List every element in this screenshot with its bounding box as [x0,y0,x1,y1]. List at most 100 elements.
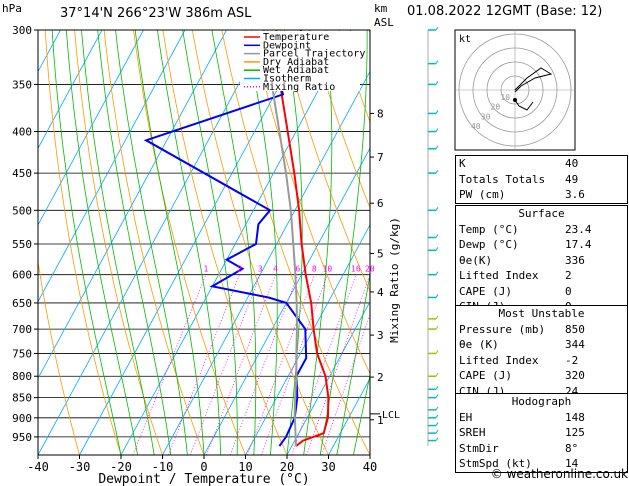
hodograph-value: 125 [565,426,585,439]
pressure-tick-label: 350 [12,78,32,91]
pressure-tick-label: 450 [12,167,32,180]
pressure-tick-label: 900 [12,412,32,425]
wind-barbs [427,26,439,447]
hodograph-label: SREH [459,426,486,439]
pressure-tick-label: 400 [12,126,32,139]
hodograph-label: StmSpd (kt) [459,457,532,470]
wet-adiabat-line [157,30,221,455]
dry-adiabat-line [309,30,370,209]
most-unstable-value: -2 [565,353,579,367]
mixing-ratio-line [168,274,240,455]
temperature-tick-label: 10 [238,460,252,474]
wet-adiabat-line [51,30,122,455]
most-unstable-label: CAPE (J) [459,369,512,382]
hodograph-value: 8° [565,441,579,455]
height-tick-label: 5 [377,247,384,260]
wet-adiabat-line [303,30,333,455]
surface-row: CAPE (J) 0 [456,284,627,300]
hodograph-row: StmDir 8° [456,441,627,457]
index-label: PW (cm) [459,188,506,201]
pressure-tick-label: 650 [12,297,32,310]
wind-barb-flag [435,81,439,85]
mixing-ratio-label: 3 [258,265,263,274]
height-tick-label: 1 [377,414,384,427]
index-label: Totals Totals [459,172,546,186]
dry-adiabat-line [191,30,329,455]
hodograph-table-box: Hodograph EH 148 SREH 125 StmDir 8° StmSpd (kt… [455,393,628,473]
surface-row: Lifted Index 2 [456,268,627,284]
wind-barb-flag [435,110,439,114]
mixing-ratio-label: 20 [365,265,375,274]
legend-entry: Dewpoint [263,40,311,51]
hpa-label: hPa [2,2,22,15]
most-unstable-label: Pressure (mb) [459,322,546,336]
hodograph-table-title: Hodograph [511,395,572,408]
index-row: K 40 [456,156,627,172]
mixing-ratio-label: 6 [296,265,301,274]
wet-adiabat-line [245,30,278,455]
pressure-tick-label: 550 [12,238,32,251]
surface-value: 17.4 [565,238,592,251]
hodograph-ring-label: 40 [471,122,481,131]
isotherm-line [286,300,370,455]
surface-row: Temp (°C) 23.4 [456,222,627,238]
legend-entry: Parcel Trajectory [263,49,365,60]
most-unstable-row: θe (K) 344 [456,337,627,353]
lcl-label: LCL [382,410,400,421]
legend-entry: Wet Adiabat [263,65,329,76]
wind-barb-flag [435,169,439,174]
wind-barb-flag [435,422,439,426]
credit-text: © weatheronline.co.uk [490,467,628,481]
most-unstable-value: 344 [565,338,585,351]
pressure-tick-label: 850 [12,392,32,405]
x-axis-label: Dewpoint / Temperature (°C) [98,472,309,486]
isotherm-line [38,30,103,150]
dry-adiabat-line [133,30,246,455]
hodograph-row: StmSpd (kt) 14 [456,456,627,472]
hodograph-ring-label: 20 [491,103,501,112]
wind-barb-flag [435,429,439,434]
height-tick-label: 7 [377,151,384,164]
hodograph-value: 14 [565,457,579,470]
wind-barb-flag [435,350,439,354]
most-unstable-row: Pressure (mb) 850 [456,322,627,338]
wind-barb-flag [435,414,439,419]
pressure-tick-label: 800 [12,370,32,383]
km-label: km [374,2,388,15]
index-row: PW (cm) 3.6 [456,187,627,203]
index-value: 49 [565,172,579,186]
wind-barb-flag [435,271,439,275]
wind-barb-flag [435,247,439,251]
wind-barb-flag [435,406,439,411]
asl-label: ASL [374,16,394,29]
height-tick-label: 8 [377,107,384,120]
legend-entry: Dry Adiabat [263,57,329,68]
surface-value: 23.4 [565,222,592,236]
wet-adiabat-line [115,30,188,455]
background-lines [38,30,370,455]
hodograph-value: 148 [565,410,585,424]
mixing-ratio-label: 2 [237,265,242,274]
wet-adiabat-line [336,272,370,455]
surface-value: 336 [565,253,585,267]
hodograph-storm-trace [514,99,534,111]
most-unstable-label: Lifted Index [459,353,539,367]
wet-adiabat-line [66,30,138,455]
axes: hPa kmASL30035040045050055060065070075080… [2,2,401,486]
dewpoint-profile [143,30,308,447]
legend-entry: Temperature [263,32,329,43]
index-value: 3.6 [565,188,585,201]
mixing-ratio-line [321,313,370,455]
parcel-trajectory-profile [262,30,299,447]
hodograph-trace [514,67,553,93]
most-unstable-label: θe (K) [459,338,499,351]
wind-barb-flag [435,128,439,132]
wind-barb-flag [435,394,439,398]
mixing-ratio-label: 16 [351,265,361,274]
legend-background [240,31,360,91]
storm-motion-marker [513,98,517,102]
pressure-tick-label: 750 [12,347,32,360]
datetime-title: 01.08.2022 12GMT (Base: 12) [407,4,603,19]
surface-label: Lifted Index [459,269,539,282]
